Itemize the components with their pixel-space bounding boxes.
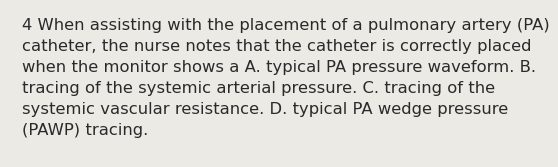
Text: 4 When assisting with the placement of a pulmonary artery (PA)
catheter, the nur: 4 When assisting with the placement of a… bbox=[22, 18, 550, 138]
